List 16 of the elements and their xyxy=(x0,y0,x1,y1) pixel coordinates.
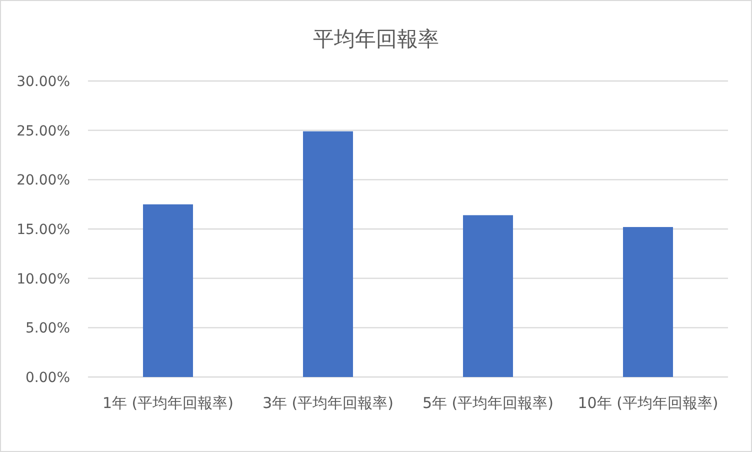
x-tick-label: 1年 (平均年回報率) xyxy=(102,394,234,412)
y-tick-label: 25.00% xyxy=(16,123,70,140)
bar xyxy=(143,204,193,377)
y-tick-label: 20.00% xyxy=(16,172,70,189)
y-tick-label: 15.00% xyxy=(16,222,70,238)
y-tick-label: 5.00% xyxy=(26,320,70,337)
bar xyxy=(623,227,673,377)
x-tick-label: 5年 (平均年回報率) xyxy=(422,394,554,412)
chart-title: 平均年回報率 xyxy=(313,27,439,51)
x-tick-label: 10年 (平均年回報率) xyxy=(578,394,718,412)
y-tick-label: 10.00% xyxy=(16,271,70,288)
bar xyxy=(303,131,353,377)
bar xyxy=(463,215,513,377)
y-tick-label: 0.00% xyxy=(26,370,70,386)
y-tick-label: 30.00% xyxy=(16,74,70,90)
x-tick-label: 3年 (平均年回報率) xyxy=(262,394,394,412)
